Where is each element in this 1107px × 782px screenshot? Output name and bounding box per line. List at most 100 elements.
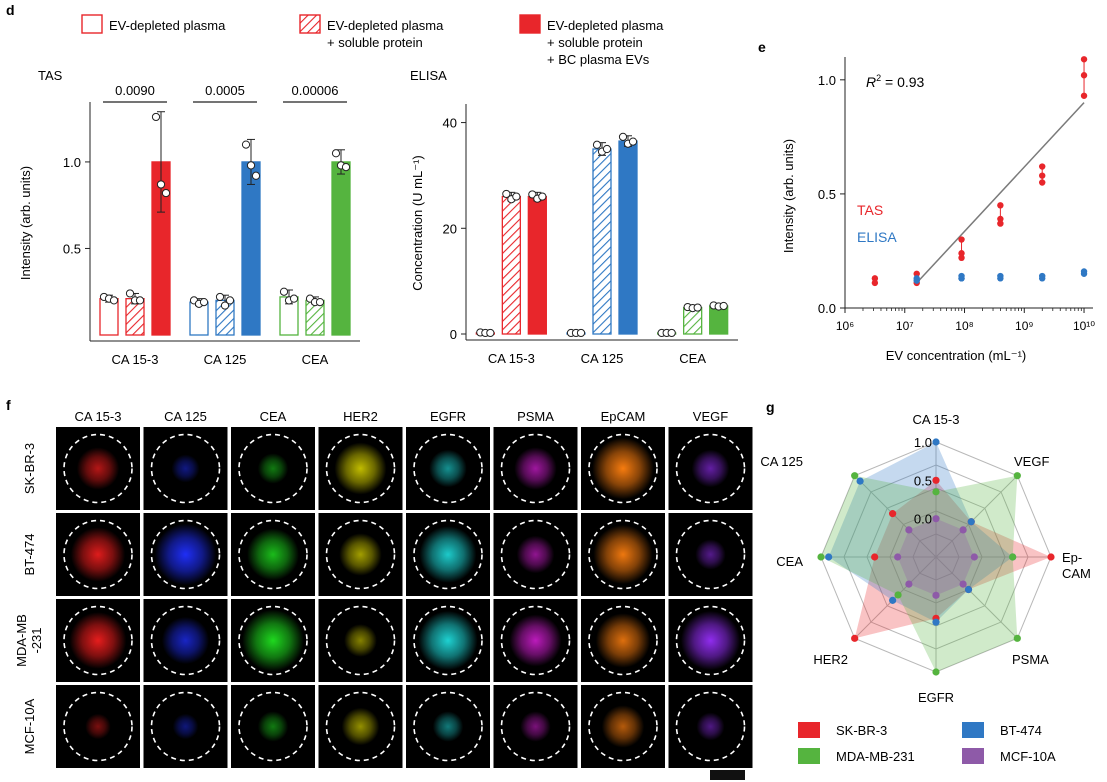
radar-axis-label: VEGF — [1014, 454, 1049, 469]
radar-axis-label: CA 125 — [760, 454, 803, 469]
p-value-label: 0.00006 — [292, 83, 339, 98]
radar-point — [1013, 634, 1021, 642]
data-point — [225, 296, 235, 305]
y-tick-label: 40 — [443, 116, 457, 131]
scatter-point-tas — [1080, 92, 1088, 99]
top-legend: EV-depleted plasma EV-depleted plasma + so… — [81, 14, 664, 67]
sample-outline — [238, 691, 308, 762]
bar — [618, 140, 638, 335]
sample-outline — [500, 691, 571, 762]
radar-point — [964, 585, 973, 594]
data-point — [341, 163, 351, 172]
panel-label-e: e — [758, 39, 766, 55]
scatter-point-tas — [1039, 179, 1046, 186]
scatter-point-tas — [1080, 56, 1088, 63]
p-value-label: 0.0090 — [115, 83, 155, 98]
legend-text: EV-depleted plasma — [327, 18, 444, 33]
category-label: CA 15-3 — [488, 351, 535, 366]
sample-outline — [588, 519, 658, 590]
p-value-label: 0.0005 — [205, 83, 245, 98]
scatter-label-elisa: ELISA — [857, 229, 897, 245]
radar-axis-label: CA 15-3 — [913, 412, 960, 427]
scatter-point-tas — [958, 250, 965, 257]
radar-point — [967, 518, 975, 526]
scatter-point-elisa — [1039, 275, 1046, 282]
category-label: CA 125 — [581, 351, 624, 366]
y-tick-label: 0.5 — [63, 241, 81, 256]
scatter-point-tas — [1039, 172, 1046, 179]
regression-line — [916, 102, 1085, 284]
radar-point — [889, 510, 897, 518]
sample-outline — [238, 433, 308, 504]
bar — [241, 161, 261, 336]
radar-point — [932, 668, 940, 676]
marker-column-label: EGFR — [430, 409, 466, 424]
sample-outline — [675, 433, 746, 504]
data-point — [151, 112, 161, 122]
legend-swatch-solid — [519, 14, 541, 34]
data-point — [156, 180, 166, 189]
y-tick-label: 0 — [450, 327, 457, 342]
legend-swatch-open — [81, 14, 103, 34]
fluorescence-spot — [161, 616, 210, 665]
y-tick-label: 1.0 — [63, 155, 81, 170]
radar-point — [905, 526, 913, 534]
cell-line-row-label: MCF-10A — [22, 698, 37, 754]
data-point — [135, 296, 145, 305]
category-label: CA 15-3 — [112, 352, 159, 367]
sample-outline — [150, 691, 221, 762]
sample-outline — [325, 433, 396, 504]
fluorescence-spot — [257, 453, 289, 484]
data-point — [667, 328, 676, 338]
radar-legend: SK-BR-3 BT-474 MDA-MB-231 MCF-10A — [798, 722, 1056, 764]
radar-point — [825, 553, 833, 561]
fluorescence-spot — [520, 711, 551, 742]
radar-point — [970, 553, 978, 561]
fluorescence-spot — [418, 610, 478, 671]
tas-bar-chart: TAS Intensity (arb. units) 0.5 1.0 CA 15-3… — [18, 68, 360, 367]
fluorescence-spot — [344, 624, 377, 657]
radar-legend-swatch — [962, 748, 984, 764]
elisa-title: ELISA — [410, 68, 447, 83]
data-point — [719, 301, 728, 311]
biomarker-radar-chart: 0.0 0.5 1.0 CA 15-3 VEGF Ep-CAM PSMA EGFR HER2 CE… — [760, 412, 1091, 705]
data-point — [628, 137, 638, 146]
sample-outline — [63, 433, 133, 504]
y-tick-label: 0.5 — [818, 187, 836, 202]
scatter-point-tas — [997, 215, 1004, 223]
scatter-x-axis-label: EV concentration (mL⁻¹) — [886, 348, 1027, 363]
sample-outline — [588, 433, 658, 504]
fluorescence-spot — [257, 711, 289, 742]
x-tick-label: 10⁶ — [836, 319, 854, 333]
marker-column-label: PSMA — [517, 409, 554, 424]
marker-column-label: CEA — [260, 409, 287, 424]
data-point — [125, 289, 135, 298]
sample-outline — [325, 519, 396, 590]
radar-point — [1047, 553, 1055, 561]
radar-point — [851, 472, 859, 480]
radar-point — [932, 515, 940, 523]
sample-outline — [413, 519, 483, 590]
fluorescence-spot — [514, 447, 557, 490]
category-label: CA 125 — [204, 352, 247, 367]
sample-outline — [238, 519, 308, 590]
radar-axis-label: Ep-CAM — [1062, 550, 1091, 581]
legend-text: + soluble protein — [547, 35, 643, 50]
legend-text: EV-depleted plasma — [547, 18, 664, 33]
radar-spoke — [854, 556, 937, 639]
radar-point — [894, 591, 902, 599]
radar-legend-swatch — [798, 748, 820, 764]
category-label: CEA — [302, 352, 329, 367]
radar-point — [932, 488, 940, 496]
radar-point — [959, 580, 967, 588]
fluorescence-spot — [242, 609, 304, 672]
elisa-bar-chart: ELISA Concentration (U mL⁻¹) 0 20 40 CA 15-… — [410, 68, 738, 366]
tas-vs-elisa-scatter-chart: Intensity (arb. units) EV concentration … — [781, 56, 1095, 363]
data-point — [486, 328, 495, 338]
category-label: CEA — [679, 351, 706, 366]
data-point — [592, 140, 602, 149]
data-point — [693, 303, 702, 312]
panel-label-g: g — [766, 399, 775, 415]
bar — [331, 161, 351, 336]
y-tick-label: 1.0 — [818, 73, 836, 88]
